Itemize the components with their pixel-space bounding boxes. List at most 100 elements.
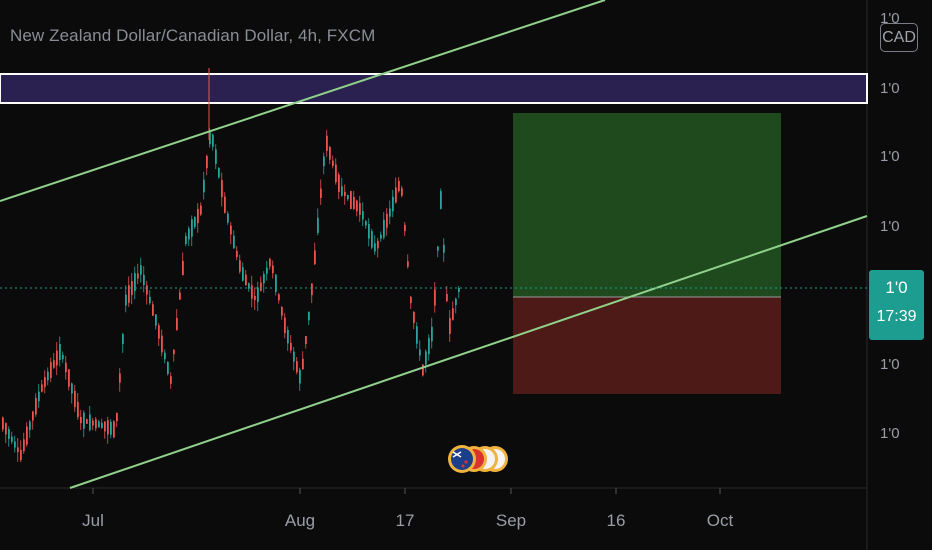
candle-body	[326, 135, 328, 151]
candle-body	[56, 350, 58, 366]
candle-body	[368, 224, 370, 239]
candle-body	[443, 244, 445, 253]
candle-body	[278, 294, 280, 301]
candle-body	[281, 307, 283, 316]
candle-body	[119, 373, 121, 383]
candle-body	[263, 274, 265, 284]
candle-body	[458, 287, 460, 293]
candle-body	[251, 285, 253, 299]
candle-body	[182, 260, 184, 276]
candle-body	[257, 287, 259, 302]
candle-body	[176, 318, 178, 330]
candle-body	[146, 285, 148, 295]
candle-body	[272, 265, 274, 274]
candle-body	[452, 308, 454, 320]
stop-loss-zone[interactable]	[513, 297, 781, 394]
candle-body	[380, 234, 382, 239]
candle-body	[449, 318, 451, 334]
candle-body	[89, 414, 91, 431]
candle-body	[242, 267, 244, 281]
candle-body	[155, 314, 157, 326]
candle-body	[239, 260, 241, 272]
candle-body	[68, 369, 70, 387]
candle-body	[137, 273, 139, 279]
x-tick-label: Oct	[707, 511, 734, 530]
candle-body	[50, 362, 52, 378]
bar-countdown: 17:39	[876, 308, 917, 325]
candle-body	[14, 441, 16, 448]
candle-body	[128, 285, 130, 303]
x-tick-label: Jul	[82, 511, 104, 530]
candle-body	[104, 421, 106, 432]
candle-body	[305, 336, 307, 344]
candle-body	[248, 283, 250, 289]
candle-body	[425, 351, 427, 365]
candle-body	[404, 224, 406, 232]
candle-body	[419, 349, 421, 356]
candle-body	[338, 174, 340, 192]
candle-body	[344, 191, 346, 197]
candle-body	[347, 194, 349, 200]
y-tick-label: 1'0	[880, 356, 900, 373]
candle-body	[23, 439, 25, 452]
candle-body	[407, 261, 409, 267]
candlestick-series	[2, 68, 460, 463]
candle-body	[122, 334, 124, 344]
candle-body	[395, 187, 397, 203]
x-tick-label: 16	[607, 511, 626, 530]
candle-body	[203, 179, 205, 193]
candle-body	[401, 188, 403, 196]
candle-body	[53, 360, 55, 368]
candle-body	[254, 295, 256, 301]
candle-body	[227, 213, 229, 223]
candle-body	[386, 213, 388, 228]
candle-body	[167, 362, 169, 374]
candle-body	[2, 417, 4, 430]
candle-body	[11, 436, 13, 442]
current-price-badge: 1'0 17:39	[869, 270, 924, 340]
candle-body	[215, 149, 217, 164]
candle-body	[362, 211, 364, 220]
candle-body	[236, 250, 238, 258]
candle-body	[416, 326, 418, 344]
candle-body	[62, 354, 64, 360]
candle-body	[26, 426, 28, 445]
x-axis: Jul Aug 17 Sep 16 Oct	[82, 488, 733, 530]
candle-body	[275, 274, 277, 292]
candle-body	[341, 186, 343, 196]
candle-body	[413, 311, 415, 324]
resistance-zone[interactable]	[0, 73, 868, 104]
channel-lower-line[interactable]	[69, 215, 868, 489]
channel-upper-line[interactable]	[0, 0, 606, 202]
economic-event-flags[interactable]	[448, 445, 508, 473]
candle-body	[353, 197, 355, 209]
y-tick-label: 1'0	[880, 10, 900, 27]
candle-body	[194, 217, 196, 227]
candle-body	[95, 419, 97, 429]
candle-body	[410, 296, 412, 304]
candle-body	[92, 420, 94, 426]
candle-body	[77, 401, 79, 418]
profit-target-zone[interactable]	[513, 113, 781, 297]
currency-badge[interactable]: CAD	[880, 23, 918, 52]
candle-body	[320, 188, 322, 199]
candle-body	[170, 376, 172, 384]
candle-body	[266, 267, 268, 274]
candle-body	[422, 364, 424, 376]
x-tick-label: Aug	[285, 511, 315, 530]
candle-body	[83, 412, 85, 429]
candle-body	[446, 294, 448, 301]
candle-body	[350, 191, 352, 209]
candle-body	[101, 422, 103, 428]
candle-body	[71, 383, 73, 394]
candle-body	[230, 225, 232, 235]
candle-body	[188, 228, 190, 240]
candle-body	[323, 156, 325, 167]
candle-body	[74, 390, 76, 408]
candle-body	[434, 289, 436, 306]
candle-body	[233, 235, 235, 249]
candle-body	[377, 240, 379, 249]
candle-body	[5, 423, 7, 435]
candle-body	[302, 358, 304, 370]
